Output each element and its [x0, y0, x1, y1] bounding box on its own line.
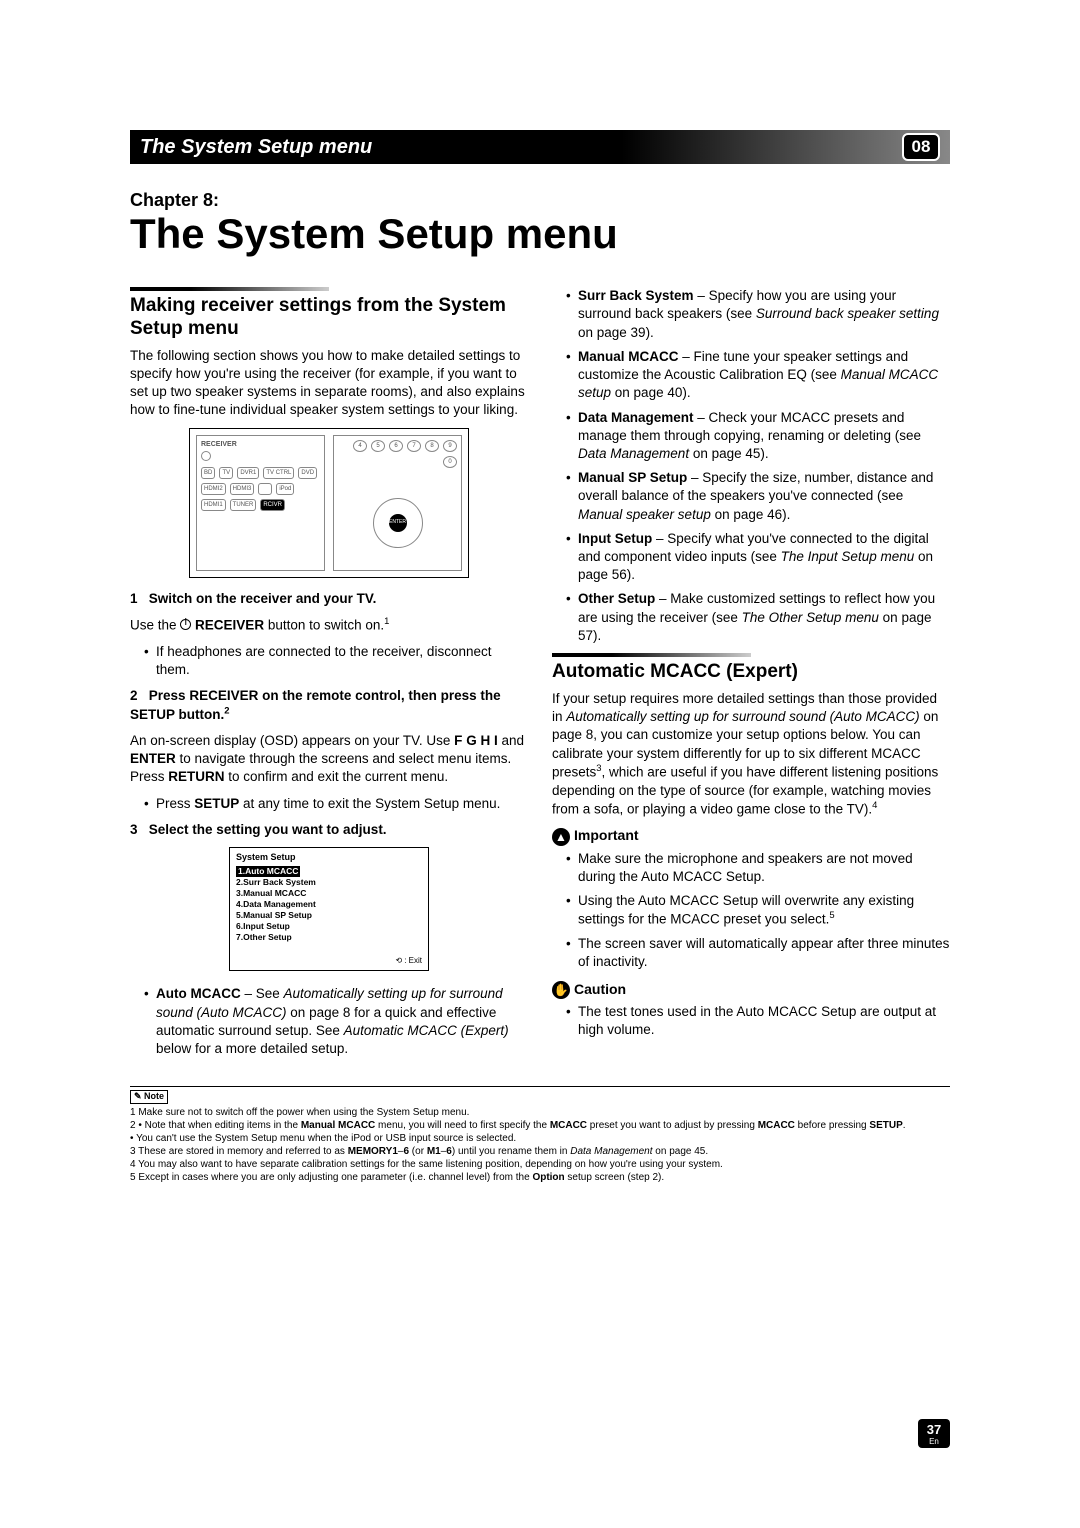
- important-bullets: Make sure the microphone and speakers ar…: [566, 850, 950, 972]
- right-column: Surr Back System – Specify how you are u…: [552, 287, 950, 1066]
- step-1-bullets: If headphones are connected to the recei…: [144, 643, 528, 679]
- bullet: Auto MCACC – See Automatically setting u…: [144, 985, 528, 1058]
- list-item: Data Management – Check your MCACC prese…: [566, 409, 950, 464]
- chapter-title: The System Setup menu: [130, 211, 950, 257]
- header-title: The System Setup menu: [140, 136, 372, 159]
- text: Use the: [130, 617, 180, 632]
- label-bold: Auto MCACC: [156, 986, 241, 1001]
- list-item: Manual SP Setup – Specify the size, numb…: [566, 469, 950, 524]
- text: below for a more detailed setup.: [156, 1041, 348, 1056]
- text: button to switch on.: [268, 617, 384, 632]
- auto-mcacc-bullet: Auto MCACC – See Automatically setting u…: [144, 985, 528, 1058]
- gradient-rule: [552, 653, 751, 657]
- receiver-bold: RECEIVER: [195, 617, 264, 632]
- important-icon: ▲: [552, 828, 570, 846]
- step-1-body: Use the RECEIVER button to switch on.1: [130, 616, 528, 635]
- remote-receiver-label: RECEIVER: [201, 440, 320, 449]
- text: – See: [241, 986, 284, 1001]
- step-title: Switch on the receiver and your TV.: [149, 591, 377, 606]
- footnote-ref: 4: [872, 800, 877, 811]
- remote-dpad: [373, 498, 423, 548]
- bullet: Press SETUP at any time to exit the Syst…: [144, 795, 528, 813]
- caution-icon: ✋: [552, 981, 570, 999]
- section-heading: Making receiver settings from the System…: [130, 295, 528, 341]
- step-number: 1: [130, 591, 138, 606]
- text: Press: [156, 796, 194, 811]
- note-lines: 1 Make sure not to switch off the power …: [130, 1106, 950, 1184]
- caution-label: Caution: [574, 981, 626, 997]
- two-column-layout: Making receiver settings from the System…: [130, 287, 950, 1066]
- section-heading-wrap: Automatic MCACC (Expert): [552, 653, 950, 684]
- note-tag: Note: [130, 1090, 168, 1104]
- list-item: The screen saver will automatically appe…: [566, 935, 950, 971]
- step-2-bullets: Press SETUP at any time to exit the Syst…: [144, 795, 528, 813]
- step-number: 2: [130, 688, 138, 703]
- osd-title: System Setup: [230, 848, 428, 864]
- page-number-badge: 37 En: [918, 1419, 950, 1448]
- footnote-ref: 2: [224, 705, 229, 716]
- list-item: Make sure the microphone and speakers ar…: [566, 850, 950, 886]
- step-2-body: An on-screen display (OSD) appears on yo…: [130, 732, 528, 787]
- step-number: 3: [130, 822, 138, 837]
- power-icon: [201, 451, 211, 461]
- step-1: 1 Switch on the receiver and your TV.: [130, 590, 528, 608]
- chapter-label: Chapter 8:: [130, 190, 950, 211]
- header-bar: The System Setup menu 08: [130, 130, 950, 164]
- important-label: Important: [574, 827, 639, 843]
- remote-diagram: RECEIVER BDTVDVR1TV CTRLDVDHDMI2HDMI3iPo…: [189, 428, 469, 578]
- list-item: Other Setup – Make customized settings t…: [566, 590, 950, 645]
- bullet: If headphones are connected to the recei…: [144, 643, 528, 679]
- section-heading: Automatic MCACC (Expert): [552, 661, 950, 684]
- italic-ref: Automatic MCACC (Expert): [344, 1023, 509, 1038]
- power-icon: [180, 619, 191, 630]
- page-content: Chapter 8: The System Setup menu Making …: [130, 190, 950, 1184]
- italic-ref: Automatically setting up for surround so…: [566, 709, 919, 724]
- text: at any time to exit the System Setup men…: [239, 796, 500, 811]
- page-number: 37: [927, 1422, 941, 1437]
- remote-button-grid: BDTVDVR1TV CTRLDVDHDMI2HDMI3iPodHDMI1TUN…: [201, 467, 320, 511]
- left-column: Making receiver settings from the System…: [130, 287, 528, 1066]
- footnote-ref: 1: [384, 616, 389, 627]
- expert-paragraph: If your setup requires more detailed set…: [552, 690, 950, 819]
- step-title: Select the setting you want to adjust.: [149, 822, 387, 837]
- setup-bold: SETUP: [194, 796, 239, 811]
- list-item: The test tones used in the Auto MCACC Se…: [566, 1003, 950, 1039]
- remote-numpad: 4567890: [338, 440, 457, 468]
- step-title: Press RECEIVER on the remote control, th…: [130, 688, 501, 722]
- section-heading-wrap: Making receiver settings from the System…: [130, 287, 528, 341]
- setup-items-list: Surr Back System – Specify how you are u…: [566, 287, 950, 645]
- list-item: Input Setup – Specify what you've connec…: [566, 530, 950, 585]
- page-lang: En: [918, 1437, 950, 1446]
- gradient-rule: [130, 287, 329, 291]
- osd-exit-hint: : Exit: [230, 954, 428, 971]
- step-2: 2 Press RECEIVER on the remote control, …: [130, 687, 528, 724]
- important-heading: ▲Important: [552, 826, 950, 845]
- caution-bullets: The test tones used in the Auto MCACC Se…: [566, 1003, 950, 1039]
- caution-heading: ✋Caution: [552, 980, 950, 999]
- osd-screenshot: System Setup 1.Auto MCACC2.Surr Back Sys…: [229, 847, 429, 971]
- list-item: Manual MCACC – Fine tune your speaker se…: [566, 348, 950, 403]
- osd-menu-items: 1.Auto MCACC2.Surr Back System3.Manual M…: [230, 864, 428, 953]
- footnotes: Note 1 Make sure not to switch off the p…: [130, 1086, 950, 1184]
- text: , which are useful if you have different…: [552, 764, 938, 816]
- intro-paragraph: The following section shows you how to m…: [130, 347, 528, 420]
- list-item: Using the Auto MCACC Setup will overwrit…: [566, 892, 950, 929]
- list-item: Surr Back System – Specify how you are u…: [566, 287, 950, 342]
- chapter-badge: 08: [902, 133, 940, 161]
- step-3: 3 Select the setting you want to adjust.: [130, 821, 528, 839]
